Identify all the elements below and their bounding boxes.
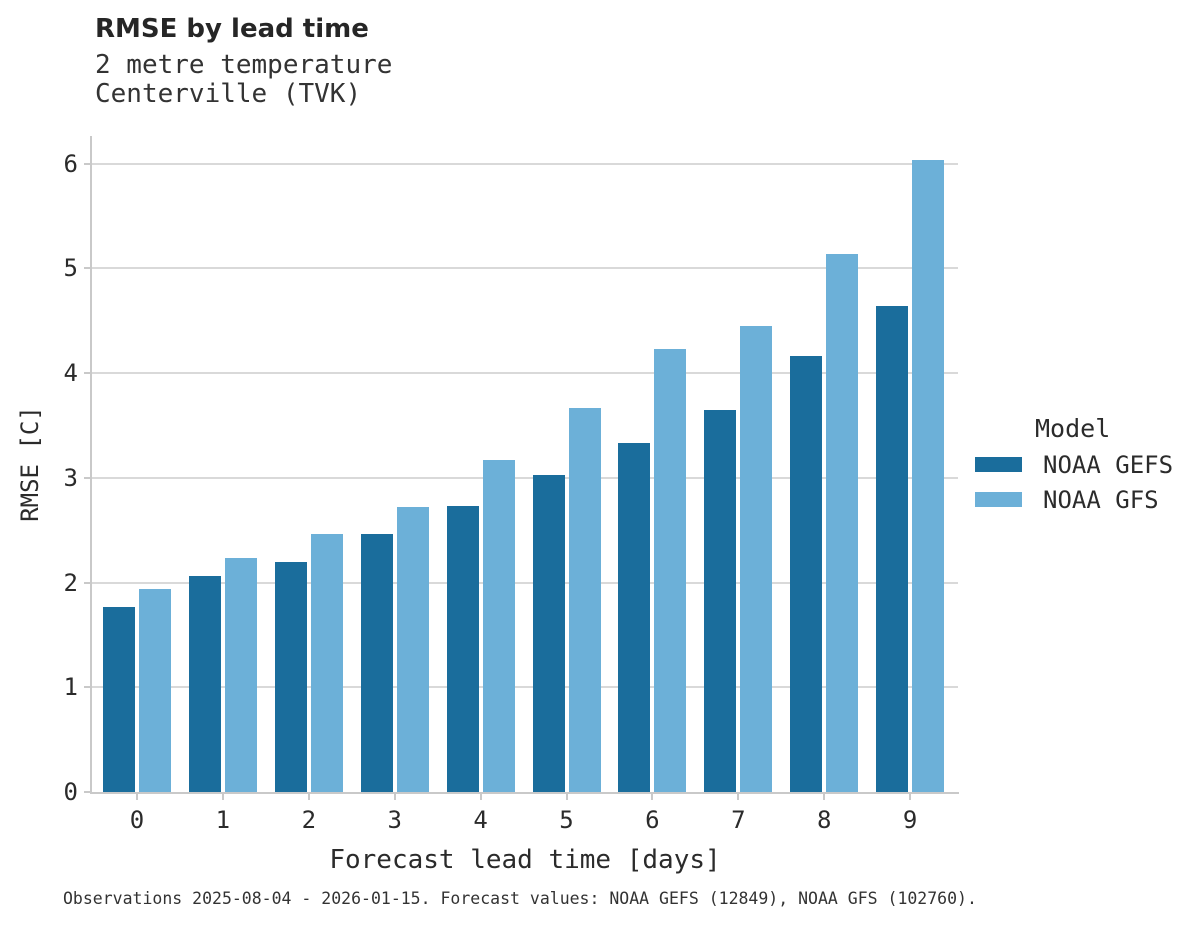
y-tick-label-1: 1 <box>63 673 78 702</box>
bar-noaa-gefs-lead-6 <box>618 443 651 792</box>
x-tick-label-4: 4 <box>473 806 488 834</box>
x-tick-mark-9 <box>909 794 912 800</box>
bar-noaa-gefs-lead-9 <box>876 305 909 792</box>
chart-subtitle-station: Centerville (TVK) <box>95 79 362 109</box>
bar-noaa-gefs-lead-0 <box>103 606 135 792</box>
bar-noaa-gfs-lead-9 <box>912 160 945 792</box>
x-tick-mark-3 <box>393 794 396 800</box>
bar-noaa-gefs-lead-5 <box>532 474 565 792</box>
figure-caption: Observations 2025-08-04 - 2026-01-15. Fo… <box>63 889 977 908</box>
bar-noaa-gfs-lead-8 <box>826 253 859 792</box>
y-axis-spine <box>90 136 92 794</box>
chart-subtitle-variable: 2 metre temperature <box>95 50 393 80</box>
y-tick-label-0: 0 <box>63 778 78 806</box>
y-tick-mark-0 <box>84 791 91 793</box>
x-tick-label-2: 2 <box>301 806 317 834</box>
bar-noaa-gfs-lead-6 <box>654 348 687 792</box>
x-tick-label-1: 1 <box>215 806 231 834</box>
legend-swatch-noaa-gefs <box>975 457 1022 472</box>
x-tick-label-7: 7 <box>731 806 746 834</box>
y-tick-mark-6 <box>84 162 91 165</box>
x-axis-spine <box>90 792 959 794</box>
bar-noaa-gefs-lead-4 <box>446 506 479 792</box>
gridline-y-5 <box>92 267 958 270</box>
legend-swatch-noaa-gfs <box>975 492 1022 507</box>
x-tick-mark-1 <box>221 794 224 800</box>
x-tick-label-5: 5 <box>559 806 574 834</box>
x-tick-mark-2 <box>307 794 310 800</box>
gridline-y-2 <box>92 581 958 584</box>
x-tick-mark-7 <box>737 794 740 800</box>
y-tick-label-2: 2 <box>63 568 78 597</box>
y-tick-mark-3 <box>84 476 91 479</box>
x-tick-label-0: 0 <box>129 806 145 834</box>
y-tick-mark-4 <box>84 372 91 374</box>
y-tick-label-6: 6 <box>63 149 78 178</box>
legend-title: Model <box>1035 414 1111 443</box>
bar-noaa-gfs-lead-4 <box>482 459 515 792</box>
legend-label-noaa-gefs: NOAA GEFS <box>1043 451 1174 479</box>
y-tick-label-4: 4 <box>63 359 78 387</box>
y-tick-label-5: 5 <box>63 254 78 283</box>
x-tick-label-3: 3 <box>387 806 402 834</box>
y-axis-title: RMSE [C] <box>16 406 44 522</box>
y-tick-mark-1 <box>84 686 91 689</box>
gridline-y-3 <box>92 476 958 479</box>
chart-title: RMSE by lead time <box>95 14 369 44</box>
gridline-y-4 <box>92 372 958 374</box>
x-tick-mark-8 <box>823 794 826 800</box>
bar-noaa-gfs-lead-5 <box>568 407 601 792</box>
bar-noaa-gfs-lead-7 <box>740 325 773 792</box>
bar-noaa-gfs-lead-1 <box>224 558 257 792</box>
bar-noaa-gfs-lead-3 <box>396 507 429 792</box>
gridline-y-1 <box>92 686 958 689</box>
legend-label-noaa-gfs: NOAA GFS <box>1043 486 1159 514</box>
bar-noaa-gfs-lead-0 <box>139 588 171 792</box>
x-tick-mark-6 <box>651 794 654 800</box>
y-tick-label-3: 3 <box>63 463 78 492</box>
bar-noaa-gefs-lead-1 <box>188 576 221 792</box>
bar-noaa-gefs-lead-3 <box>360 534 393 792</box>
plot-area <box>92 136 958 792</box>
y-tick-mark-5 <box>84 267 91 270</box>
x-tick-label-6: 6 <box>645 806 660 834</box>
x-tick-label-8: 8 <box>816 806 832 834</box>
bar-noaa-gefs-lead-8 <box>790 356 823 792</box>
bar-noaa-gfs-lead-2 <box>310 534 343 792</box>
bar-noaa-gefs-lead-7 <box>704 409 737 792</box>
x-axis-title: Forecast lead time [days] <box>329 845 721 875</box>
x-tick-label-9: 9 <box>902 806 918 834</box>
x-tick-mark-0 <box>136 794 138 800</box>
bar-noaa-gefs-lead-2 <box>274 561 307 792</box>
y-tick-mark-2 <box>84 581 91 584</box>
gridline-y-6 <box>92 162 958 165</box>
x-tick-mark-5 <box>565 794 568 800</box>
x-tick-mark-4 <box>479 794 482 800</box>
